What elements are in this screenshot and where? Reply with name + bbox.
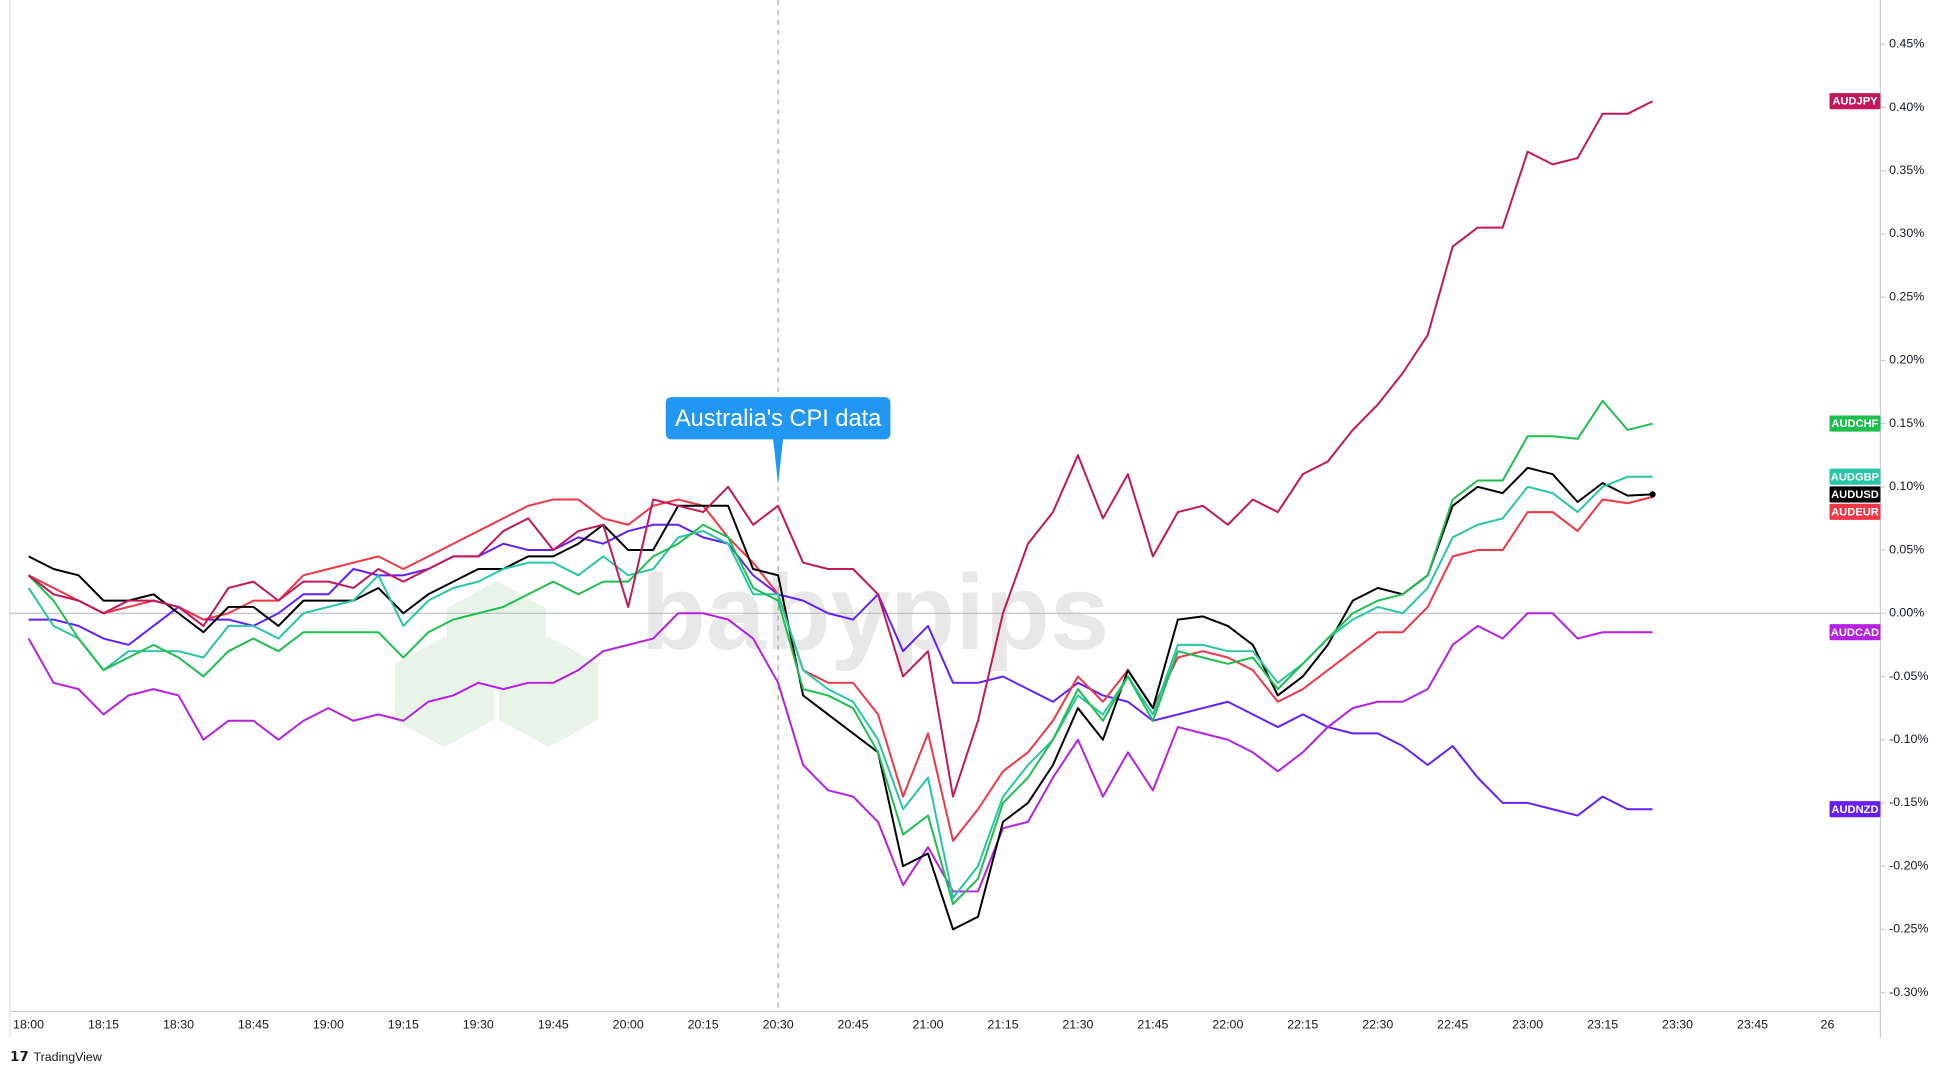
series-line xyxy=(28,466,1653,931)
series-line xyxy=(27,399,1653,906)
y-tick-label: -0.05% xyxy=(1889,669,1928,683)
x-tick-label: 21:30 xyxy=(1062,1017,1093,1031)
x-tick-label: 20:30 xyxy=(763,1017,794,1031)
x-tick-label: 20:00 xyxy=(613,1017,644,1031)
watermark: babypips xyxy=(641,552,1110,672)
series-tag-label: AUDCAD xyxy=(1831,627,1879,639)
brand-name: TradingView xyxy=(34,1050,102,1064)
series-group xyxy=(27,100,1654,931)
x-tick-label: 22:45 xyxy=(1437,1017,1468,1031)
y-tick-label: 0.00% xyxy=(1889,606,1924,620)
x-tick-label: 19:00 xyxy=(313,1017,344,1031)
y-tick-label: 0.20% xyxy=(1889,353,1924,367)
x-tick-label: 26 xyxy=(1821,1017,1835,1031)
series-tag xyxy=(1829,486,1881,503)
y-tick-label: -0.25% xyxy=(1889,922,1928,936)
series-line xyxy=(27,475,1653,899)
series-tag-label: AUDCHF xyxy=(1831,418,1878,430)
y-tick-label: 0.35% xyxy=(1889,163,1924,177)
last-point xyxy=(1649,491,1656,498)
x-tick-label: 22:00 xyxy=(1212,1017,1243,1031)
x-tick-label: 18:00 xyxy=(13,1017,44,1031)
watermark-logo xyxy=(394,580,599,748)
y-tick-label: 0.40% xyxy=(1889,100,1924,114)
series-tag xyxy=(1829,415,1881,432)
brand-logo: 𝟭𝟳 xyxy=(10,1049,29,1064)
y-tick-label: -0.15% xyxy=(1889,795,1928,809)
x-tick-label: 18:15 xyxy=(88,1017,119,1031)
series-line xyxy=(28,495,1653,842)
series-line xyxy=(27,612,1653,893)
y-tick-label: -0.10% xyxy=(1889,732,1928,746)
y-tick-label: 0.15% xyxy=(1889,416,1924,430)
series-tag-label: AUDEUR xyxy=(1831,506,1879,518)
x-tick-label: 21:15 xyxy=(987,1017,1018,1031)
x-tick-label: 23:00 xyxy=(1512,1017,1543,1031)
x-tick-label: 21:00 xyxy=(913,1017,944,1031)
series-tag-label: AUDNZD xyxy=(1831,804,1878,816)
series-tag-label: AUDUSD xyxy=(1831,489,1879,501)
x-tick-label: 23:30 xyxy=(1662,1017,1693,1031)
series-tag xyxy=(1829,801,1881,818)
series-tag-label: AUDJPY xyxy=(1832,96,1878,108)
x-tick-label: 20:45 xyxy=(838,1017,869,1031)
y-tick-label: 0.45% xyxy=(1889,37,1924,51)
x-tick-label: 18:30 xyxy=(163,1017,194,1031)
series-tag xyxy=(1829,503,1881,520)
y-tick-label: -0.30% xyxy=(1889,985,1928,999)
x-tick-label: 21:45 xyxy=(1137,1017,1168,1031)
series-tag-label: AUDGBP xyxy=(1831,471,1880,483)
y-tick-label: 0.25% xyxy=(1889,289,1924,303)
y-tick-label: 0.30% xyxy=(1889,226,1924,240)
series-tag xyxy=(1829,624,1881,641)
x-tick-label: 23:15 xyxy=(1587,1017,1618,1031)
x-tick-label: 19:30 xyxy=(463,1017,494,1031)
x-tick-label: 19:15 xyxy=(388,1017,419,1031)
series-line xyxy=(27,100,1654,798)
annotation-bubble xyxy=(665,397,891,485)
x-tick-label: 22:30 xyxy=(1362,1017,1393,1031)
plot: -0.30% -0.25% -0.20% -0.15% -0.10% -0.05% 0.00… xyxy=(9,0,1928,1031)
series-tag xyxy=(1829,93,1881,110)
series-tag xyxy=(1829,468,1881,485)
x-tick-label: 22:15 xyxy=(1287,1017,1318,1031)
x-tick-label: 23:45 xyxy=(1737,1017,1768,1031)
y-tick-label: 0.10% xyxy=(1889,479,1924,493)
x-tick-label: 19:45 xyxy=(538,1017,569,1031)
series-line xyxy=(28,523,1653,817)
x-tick-label: 18:45 xyxy=(238,1017,269,1031)
y-tick-label: 0.05% xyxy=(1889,542,1924,556)
x-tick-label: 20:15 xyxy=(688,1017,719,1031)
brand: 𝟭𝟳 TradingView xyxy=(10,1049,102,1064)
annotation-text: Australia's CPI data xyxy=(675,405,882,431)
y-tick-label: -0.20% xyxy=(1889,858,1928,872)
